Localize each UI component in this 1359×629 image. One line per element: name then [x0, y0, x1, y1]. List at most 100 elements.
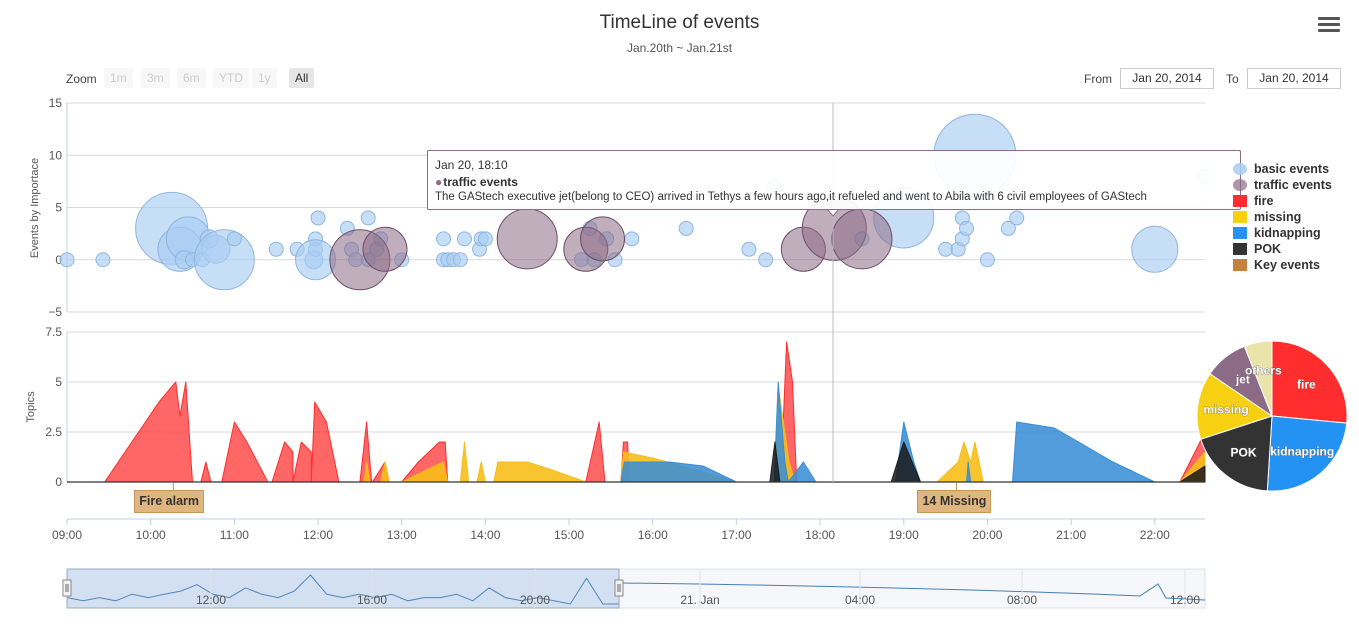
zoom-button-6m[interactable]: 6m — [177, 68, 206, 88]
traffic-event-bubble[interactable] — [831, 208, 893, 270]
traffic-event-bubble[interactable] — [362, 226, 408, 272]
area-y-axis-title: Topics — [25, 391, 37, 423]
y-tick-label: 0 — [55, 475, 62, 489]
x-tick-label: 15:00 — [554, 528, 584, 542]
legend-label: POK — [1254, 242, 1282, 256]
navigator-tick-label: 20:00 — [520, 593, 550, 607]
y-tick-label: 5 — [55, 375, 62, 389]
basic-event-bubble[interactable] — [193, 229, 255, 291]
y-tick-label: 2.5 — [45, 425, 62, 439]
bubble-y-axis: 15 10 5 0 −5 — [48, 96, 62, 319]
navigator-tick-label: 12:00 — [196, 593, 226, 607]
basic-event-bubble[interactable] — [360, 210, 376, 226]
chart-title: TimeLine of events — [599, 12, 760, 33]
pie-slice-fire[interactable] — [1271, 340, 1348, 424]
legend-item-traffic-events[interactable]: traffic events — [1232, 177, 1332, 193]
navigator-tick-label: 12:00 — [1170, 593, 1200, 607]
y-tick-label: 7.5 — [45, 325, 62, 339]
navigator-series-line — [618, 582, 1206, 601]
basic-event-bubble[interactable] — [678, 220, 694, 236]
key-event-flag-14-missing[interactable]: 14 Missing — [917, 490, 992, 513]
y-tick-label: 0 — [55, 253, 62, 267]
range-from-input[interactable] — [1120, 68, 1214, 89]
x-tick-label: 09:00 — [52, 528, 82, 542]
x-axis: 09:00 10:00 11:00 12:00 13:00 14:00 15:00 16:00… — [52, 483, 1205, 542]
navigator[interactable]: 12:00 16:00 20:00 21. Jan 04:00 08:00 12:00 — [62, 568, 1206, 609]
legend-swatch — [1233, 163, 1247, 175]
legend-item-kidnapping[interactable]: kidnapping — [1232, 225, 1332, 241]
navigator-handle[interactable] — [614, 579, 624, 597]
zoom-button-1y[interactable]: 1y — [252, 68, 277, 88]
navigator-tick-label: 04:00 — [845, 593, 875, 607]
zoom-button-ytd[interactable]: YTD — [213, 68, 249, 88]
traffic-event-bubble[interactable] — [496, 208, 558, 270]
tooltip-description: The GAStech executive jet(belong to CEO)… — [435, 191, 1147, 203]
navigator-background — [66, 568, 1206, 609]
x-tick-label: 19:00 — [889, 528, 919, 542]
basic-event-bubble[interactable] — [310, 210, 326, 226]
x-tick-label: 18:00 — [805, 528, 835, 542]
pie-slice-missing[interactable] — [1196, 373, 1274, 440]
x-tick-label: 12:00 — [303, 528, 333, 542]
basic-event-bubble[interactable] — [477, 231, 493, 247]
navigator-selection[interactable] — [66, 568, 620, 609]
pie-slice-pok[interactable] — [1200, 415, 1273, 492]
zoom-label: Zoom — [66, 72, 97, 86]
key-event-flag-fire-alarm[interactable]: Fire alarm — [134, 490, 205, 513]
x-tick-label: 10:00 — [136, 528, 166, 542]
basic-event-bubble[interactable] — [979, 252, 995, 268]
navigator-handle[interactable] — [62, 579, 72, 597]
navigator-tick-label: 21. Jan — [680, 593, 719, 607]
pie-slice-kidnapping[interactable] — [1266, 415, 1348, 492]
basic-event-bubble[interactable] — [456, 231, 472, 247]
pie-label: others — [1245, 363, 1282, 377]
traffic-events-series[interactable] — [329, 195, 893, 291]
y-tick-label: 10 — [49, 148, 63, 162]
range-to-input[interactable] — [1247, 68, 1341, 89]
basic-event-bubble[interactable] — [624, 231, 640, 247]
legend-label: Key events — [1254, 258, 1321, 272]
x-tick-label: 11:00 — [220, 528, 249, 542]
pie-slice-others[interactable] — [1243, 340, 1273, 417]
basic-event-bubble[interactable] — [1009, 210, 1025, 226]
range-to-label: To — [1226, 72, 1239, 86]
basic-event-bubble[interactable] — [95, 252, 111, 268]
basic-event-bubble[interactable] — [436, 231, 452, 247]
pok-area[interactable] — [769, 441, 1206, 483]
bubble-y-axis-title: Events by Importace — [29, 158, 41, 258]
legend-item-pok[interactable]: POK — [1232, 241, 1332, 257]
hamburger-menu-icon[interactable] — [1318, 17, 1340, 35]
basic-event-bubble[interactable] — [741, 241, 757, 257]
legend-item-basic-events[interactable]: basic events — [1232, 161, 1332, 177]
zoom-button-1m[interactable]: 1m — [104, 68, 133, 88]
navigator-tick-label: 08:00 — [1007, 593, 1037, 607]
navigator-tick-label: 16:00 — [357, 593, 387, 607]
basic-event-bubble[interactable] — [226, 231, 242, 247]
pie-label: kidnapping — [1270, 444, 1334, 458]
basic-event-bubble[interactable] — [1000, 220, 1016, 236]
legend-item-missing[interactable]: missing — [1232, 209, 1332, 225]
x-tick-label: 21:00 — [1056, 528, 1086, 542]
legend-item-fire[interactable]: fire — [1232, 193, 1332, 209]
basic-event-bubble[interactable] — [1131, 225, 1179, 273]
basic-event-bubble[interactable] — [758, 252, 774, 268]
basic-event-bubble[interactable] — [59, 252, 75, 268]
basic-event-bubble[interactable] — [959, 220, 975, 236]
legend-label: fire — [1254, 194, 1274, 208]
pie-label: POK — [1230, 446, 1256, 460]
zoom-button-all[interactable]: All — [289, 68, 315, 88]
basic-event-bubble[interactable] — [938, 241, 954, 257]
basic-event-bubble[interactable] — [268, 241, 284, 257]
legend-label: traffic events — [1254, 178, 1332, 192]
x-tick-label: 13:00 — [387, 528, 417, 542]
basic-event-bubble[interactable] — [452, 252, 468, 268]
legend-swatch — [1233, 179, 1247, 191]
legend-swatch — [1233, 211, 1247, 223]
pie-label: jet — [1235, 373, 1250, 387]
topic-area-series[interactable] — [67, 341, 1206, 483]
zoom-button-3m[interactable]: 3m — [141, 68, 170, 88]
traffic-event-bubble[interactable] — [580, 216, 626, 262]
legend-item-key-events[interactable]: Key events — [1232, 257, 1332, 273]
